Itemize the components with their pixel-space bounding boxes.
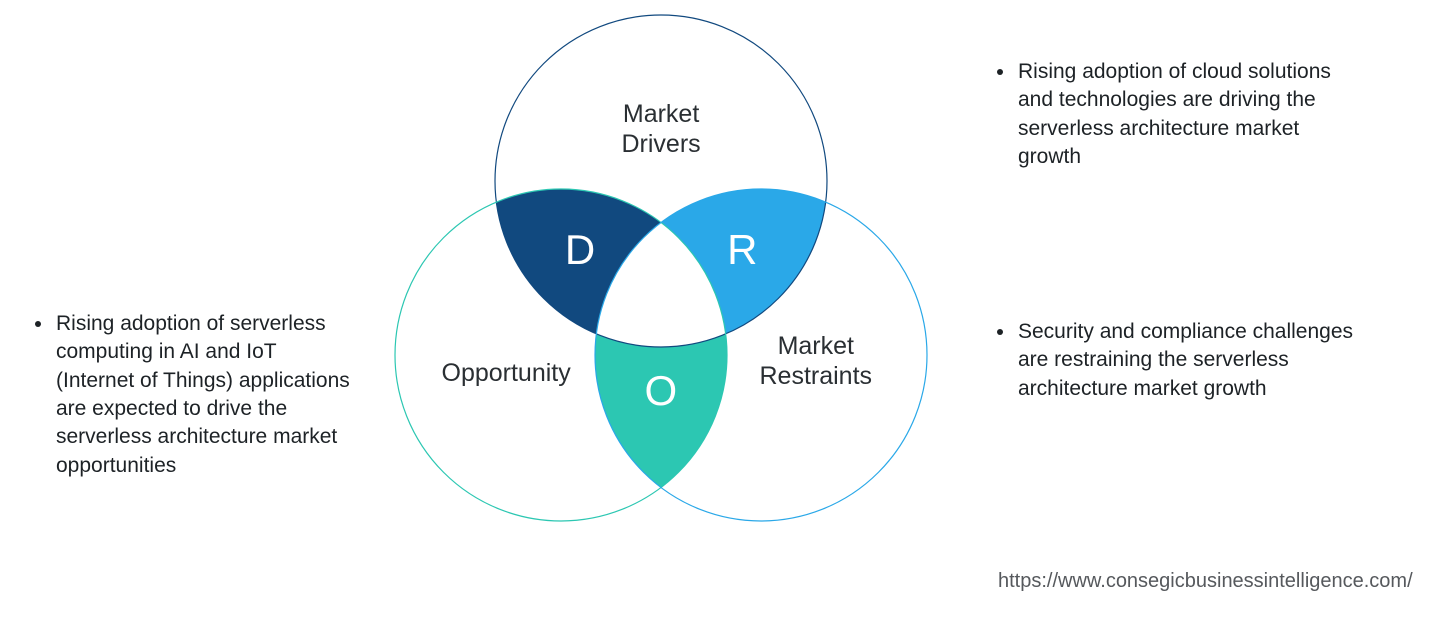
stage: Market Drivers Opportunity Market Restra… <box>0 0 1453 633</box>
label-drivers: Market Drivers <box>622 99 701 159</box>
bullet-restraints: Security and compliance challenges are r… <box>998 318 1358 403</box>
bullet-drivers-text: Rising adoption of cloud solutions and t… <box>1016 58 1358 171</box>
label-restraints: Market Restraints <box>760 331 873 391</box>
bullet-restraints-text: Security and compliance challenges are r… <box>1016 318 1358 403</box>
footer-url: https://www.consegicbusinessintelligence… <box>998 570 1413 593</box>
lens-letter-r: R <box>727 226 757 274</box>
bullet-opportunity-text: Rising adoption of serverless computing … <box>54 310 356 480</box>
lens-letter-o: O <box>645 367 678 415</box>
label-opportunity: Opportunity <box>442 358 571 388</box>
bullet-opportunity: Rising adoption of serverless computing … <box>36 310 356 480</box>
bullet-drivers: Rising adoption of cloud solutions and t… <box>998 58 1358 171</box>
lens-letter-d: D <box>565 226 595 274</box>
